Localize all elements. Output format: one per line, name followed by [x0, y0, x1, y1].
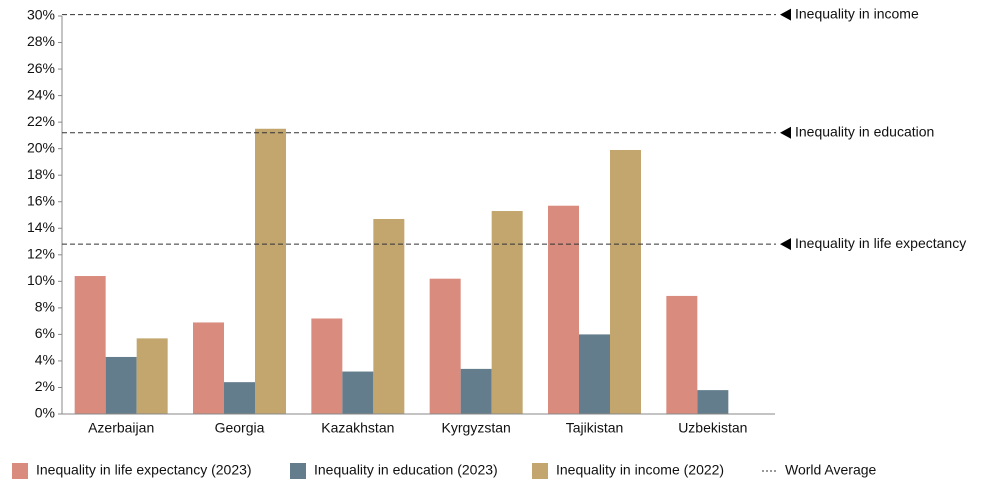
y-tick-label: 2% [35, 378, 55, 394]
bar [105, 356, 137, 414]
x-tick-label: Azerbaijan [88, 420, 154, 436]
x-tick-label: Georgia [215, 420, 265, 436]
reference-arrow [780, 238, 791, 251]
bar [255, 128, 286, 414]
y-tick-label: 22% [27, 113, 55, 129]
reference-label: Inequality in income [795, 5, 919, 21]
y-tick-label: 30% [27, 7, 55, 23]
reference-label: Inequality in education [795, 123, 934, 139]
legend-label: Inequality in life expectancy (2023) [36, 462, 252, 478]
legend-label: Inequality in education (2023) [314, 462, 498, 478]
y-tick-label: 12% [27, 246, 55, 262]
y-tick-label: 10% [27, 272, 55, 288]
y-tick-label: 18% [27, 166, 55, 182]
reference-arrow [780, 8, 791, 21]
y-tick-label: 20% [27, 139, 55, 155]
x-tick-label: Tajikistan [566, 420, 624, 436]
reference-label: Inequality in life expectancy [795, 235, 966, 251]
legend-swatch [290, 463, 306, 479]
bar [697, 390, 729, 414]
bar [224, 382, 255, 414]
y-tick-label: 4% [35, 352, 55, 368]
y-tick-label: 6% [35, 325, 55, 341]
y-tick-label: 14% [27, 219, 55, 235]
bar [193, 322, 224, 414]
y-tick-label: 16% [27, 192, 55, 208]
bar [311, 318, 343, 414]
bar [460, 368, 492, 414]
y-tick-label: 24% [27, 86, 55, 102]
bar [429, 278, 461, 414]
reference-arrow [780, 126, 791, 139]
bar [373, 218, 405, 414]
legend-label: World Average [785, 462, 877, 478]
legend-label: Inequality in income (2022) [556, 462, 724, 478]
bar [136, 338, 168, 414]
y-tick-label: 0% [35, 405, 55, 421]
legend-swatch [532, 463, 548, 479]
bar [666, 295, 698, 414]
bar [579, 334, 610, 414]
bar [610, 149, 641, 414]
x-tick-label: Uzbekistan [678, 420, 747, 436]
y-tick-label: 26% [27, 60, 55, 76]
x-tick-label: Kyrgyzstan [442, 420, 511, 436]
bar [548, 205, 579, 414]
y-tick-label: 8% [35, 299, 55, 315]
bar [342, 371, 374, 414]
x-tick-label: Kazakhstan [321, 420, 394, 436]
legend-swatch [12, 463, 28, 479]
y-tick-label: 28% [27, 33, 55, 49]
bar [74, 276, 106, 414]
bar [491, 211, 523, 414]
